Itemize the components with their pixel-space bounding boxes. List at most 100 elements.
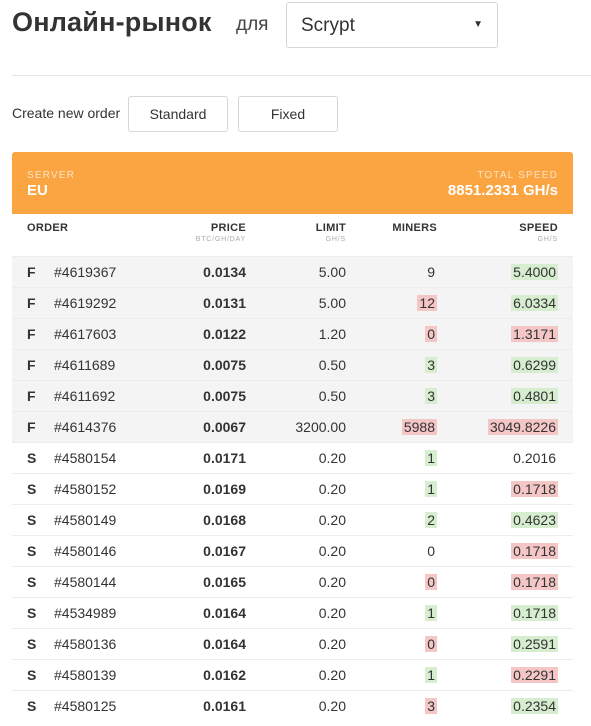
standard-order-button[interactable]: Standard	[128, 96, 228, 132]
order-limit: 0.20	[318, 605, 346, 621]
for-label: для	[236, 14, 269, 35]
order-speed: 6.0334	[511, 295, 558, 311]
order-price: 0.0075	[203, 388, 246, 404]
order-limit: 5.00	[318, 295, 346, 311]
order-miners: 1	[425, 667, 437, 683]
table-row[interactable]: F #4611689 0.0075 0.50 3 0.6299	[12, 349, 573, 380]
table-row[interactable]: S #4580154 0.0171 0.20 1 0.2016	[12, 442, 573, 473]
table-row[interactable]: F #4619367 0.0134 5.00 9 5.4000	[12, 256, 573, 287]
table-row[interactable]: S #4580149 0.0168 0.20 2 0.4623	[12, 504, 573, 535]
table-row[interactable]: F #4617603 0.0122 1.20 0 1.3171	[12, 318, 573, 349]
column-header-price[interactable]: PRICE	[210, 222, 246, 234]
column-header-limit[interactable]: LIMIT	[315, 222, 346, 234]
order-id[interactable]: #4611689	[54, 357, 116, 373]
algorithm-select[interactable]: Scrypt ▼	[286, 2, 498, 48]
order-type: S	[27, 698, 37, 714]
order-speed: 0.2354	[511, 698, 558, 714]
table-row[interactable]: S #4580152 0.0169 0.20 1 0.1718	[12, 473, 573, 504]
order-speed: 5.4000	[511, 264, 558, 280]
column-header-order[interactable]: ORDER	[27, 222, 69, 234]
order-speed: 0.1718	[511, 543, 558, 559]
order-price: 0.0161	[203, 698, 246, 714]
server-panel: SERVER EU TOTAL SPEED 8851.2331 GH/s	[12, 152, 573, 214]
order-id[interactable]: #4580149	[54, 512, 117, 528]
page-header: Онлайн-рынок для Scrypt ▼	[12, 0, 591, 75]
order-type: S	[27, 481, 37, 497]
order-id[interactable]: #4619292	[54, 295, 117, 311]
table-row[interactable]: S #4580144 0.0165 0.20 0 0.1718	[12, 566, 573, 597]
column-header-miners[interactable]: MINERS	[392, 222, 437, 234]
order-limit: 0.20	[318, 450, 346, 466]
algorithm-select-value: Scrypt	[301, 15, 355, 36]
order-miners: 0	[425, 636, 437, 652]
order-type: S	[27, 574, 37, 590]
order-limit: 1.20	[318, 326, 346, 342]
order-id[interactable]: #4580136	[54, 636, 117, 652]
fixed-order-button[interactable]: Fixed	[238, 96, 338, 132]
order-speed: 1.3171	[511, 326, 558, 342]
order-miners: 1	[425, 481, 437, 497]
order-id[interactable]: #4580146	[54, 543, 117, 559]
table-row[interactable]: F #4619292 0.0131 5.00 12 6.0334	[12, 287, 573, 318]
table-row[interactable]: F #4614376 0.0067 3200.00 5988 3049.8226	[12, 411, 573, 442]
order-id[interactable]: #4580144	[54, 574, 117, 590]
table-row[interactable]: S #4580125 0.0161 0.20 3 0.2354	[12, 690, 573, 721]
table-row[interactable]: S #4580139 0.0162 0.20 1 0.2291	[12, 659, 573, 690]
order-price: 0.0075	[203, 357, 246, 373]
order-limit: 3200.00	[295, 419, 346, 435]
order-type: F	[27, 264, 36, 280]
order-speed: 3049.8226	[487, 419, 558, 435]
order-price: 0.0164	[203, 636, 246, 652]
order-id[interactable]: #4611692	[54, 388, 116, 404]
order-id[interactable]: #4580152	[54, 481, 117, 497]
order-limit: 0.50	[318, 357, 346, 373]
order-miners: 2	[425, 512, 437, 528]
order-limit: 0.20	[318, 574, 346, 590]
order-miners: 1	[425, 450, 437, 466]
order-miners: 9	[427, 264, 435, 280]
order-id[interactable]: #4580139	[54, 667, 117, 683]
order-id[interactable]: #4617603	[54, 326, 117, 342]
order-speed: 0.2591	[511, 636, 558, 652]
order-type: S	[27, 667, 37, 683]
order-miners: 0	[425, 326, 437, 342]
order-limit: 0.20	[318, 698, 346, 714]
order-limit: 5.00	[318, 264, 346, 280]
order-type: F	[27, 326, 36, 342]
order-price: 0.0131	[203, 295, 246, 311]
order-speed: 0.2016	[513, 450, 556, 466]
order-price: 0.0168	[203, 512, 246, 528]
table-row[interactable]: S #4580146 0.0167 0.20 0 0.1718	[12, 535, 573, 566]
server-value: EU	[27, 182, 48, 199]
table-row[interactable]: S #4534989 0.0164 0.20 1 0.1718	[12, 597, 573, 628]
chevron-down-icon: ▼	[473, 19, 483, 30]
order-type: S	[27, 636, 37, 652]
order-miners: 5988	[401, 419, 437, 435]
column-unit-speed: GH/S	[537, 236, 558, 243]
order-miners: 3	[425, 698, 437, 714]
orders-table-header: ORDER PRICE BTC/GH/DAY LIMIT GH/S MINERS…	[12, 214, 573, 256]
order-id[interactable]: #4614376	[54, 419, 117, 435]
order-id[interactable]: #4534989	[54, 605, 117, 621]
order-id[interactable]: #4580125	[54, 698, 117, 714]
order-price: 0.0164	[203, 605, 246, 621]
order-speed: 0.4801	[511, 388, 558, 404]
column-unit-price: BTC/GH/DAY	[195, 236, 246, 243]
order-speed: 0.1718	[511, 574, 558, 590]
order-speed: 0.4623	[511, 512, 558, 528]
table-row[interactable]: S #4580136 0.0164 0.20 0 0.2591	[12, 628, 573, 659]
order-id[interactable]: #4619367	[54, 264, 117, 280]
create-order-bar: Create new order Standard Fixed	[12, 96, 591, 132]
order-speed: 0.6299	[511, 357, 558, 373]
order-id[interactable]: #4580154	[54, 450, 117, 466]
order-speed: 0.2291	[511, 667, 558, 683]
order-price: 0.0162	[203, 667, 246, 683]
order-price: 0.0171	[203, 450, 246, 466]
divider	[12, 75, 591, 76]
table-row[interactable]: F #4611692 0.0075 0.50 3 0.4801	[12, 380, 573, 411]
orders-table-body: F #4619367 0.0134 5.00 9 5.4000 F #4619292 0.013…	[12, 256, 573, 721]
order-type: F	[27, 295, 36, 311]
order-limit: 0.20	[318, 667, 346, 683]
column-header-speed[interactable]: SPEED	[519, 222, 558, 234]
order-miners: 3	[425, 388, 437, 404]
